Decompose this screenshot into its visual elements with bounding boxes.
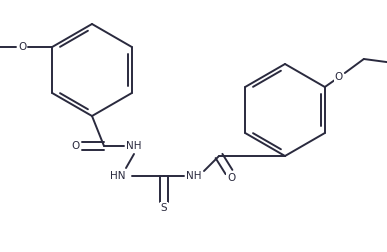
- Text: O: O: [335, 72, 343, 82]
- Text: NH: NH: [126, 141, 142, 151]
- Text: HN: HN: [110, 171, 126, 181]
- Text: O: O: [227, 173, 235, 183]
- Text: S: S: [161, 203, 167, 213]
- Text: O: O: [72, 141, 80, 151]
- Text: NH: NH: [186, 171, 202, 181]
- Text: O: O: [18, 42, 26, 52]
